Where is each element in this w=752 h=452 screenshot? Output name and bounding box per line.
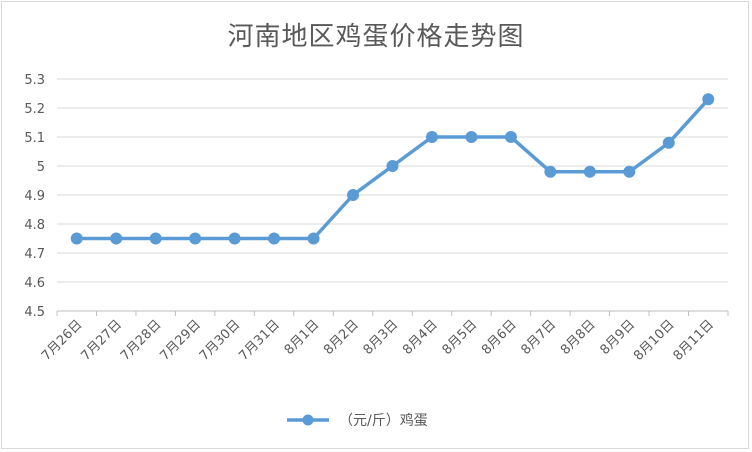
data-point <box>504 131 517 143</box>
y-tick-label: 4.8 <box>24 218 45 233</box>
x-tick-label: 8月6日 <box>479 317 520 358</box>
x-tick-label: 8月3日 <box>361 317 402 358</box>
x-tick-label: 8月10日 <box>631 317 678 364</box>
x-tick-label: 8月5日 <box>440 317 481 358</box>
x-tick-label: 7月28日 <box>118 317 165 364</box>
y-tick-label: 4.9 <box>24 189 45 204</box>
x-tick-label: 7月31日 <box>236 317 283 364</box>
x-tick-label: 8月4日 <box>400 317 441 358</box>
data-point <box>623 165 636 178</box>
y-tick-label: 5.3 <box>24 73 45 88</box>
legend-label: （元/斤）鸡蛋 <box>339 412 428 429</box>
data-point <box>149 232 162 245</box>
y-tick-label: 5 <box>37 160 45 175</box>
data-point <box>268 232 281 245</box>
legend-marker <box>302 414 314 426</box>
data-point <box>702 93 715 106</box>
x-tick-label: 8月7日 <box>519 317 560 358</box>
data-point <box>465 131 478 143</box>
y-tick-label: 4.5 <box>24 305 45 320</box>
x-tick-label: 7月26日 <box>39 317 86 364</box>
x-tick-label: 7月27日 <box>78 317 125 364</box>
data-point <box>662 136 675 149</box>
data-point <box>70 232 83 245</box>
y-tick-label: 5.1 <box>24 131 45 146</box>
data-point <box>386 160 399 172</box>
x-tick-label: 7月30日 <box>197 317 244 364</box>
y-tick-label: 4.6 <box>24 276 45 291</box>
data-point <box>544 165 557 178</box>
chart-title: 河南地区鸡蛋价格走势图 <box>227 22 525 52</box>
y-tick-label: 5.2 <box>24 102 45 117</box>
data-point <box>189 232 202 245</box>
data-point <box>228 232 241 245</box>
data-point <box>583 165 596 178</box>
x-tick-label: 8月11日 <box>671 317 718 364</box>
data-point <box>307 232 320 245</box>
data-point <box>425 131 438 143</box>
y-tick-label: 4.7 <box>24 247 45 262</box>
data-point <box>347 189 360 201</box>
x-tick-label: 7月29日 <box>157 317 204 364</box>
data-point <box>110 232 123 245</box>
x-tick-label: 8月1日 <box>282 317 323 358</box>
x-tick-label: 8月2日 <box>321 317 362 358</box>
x-tick-label: 8月8日 <box>558 317 599 358</box>
